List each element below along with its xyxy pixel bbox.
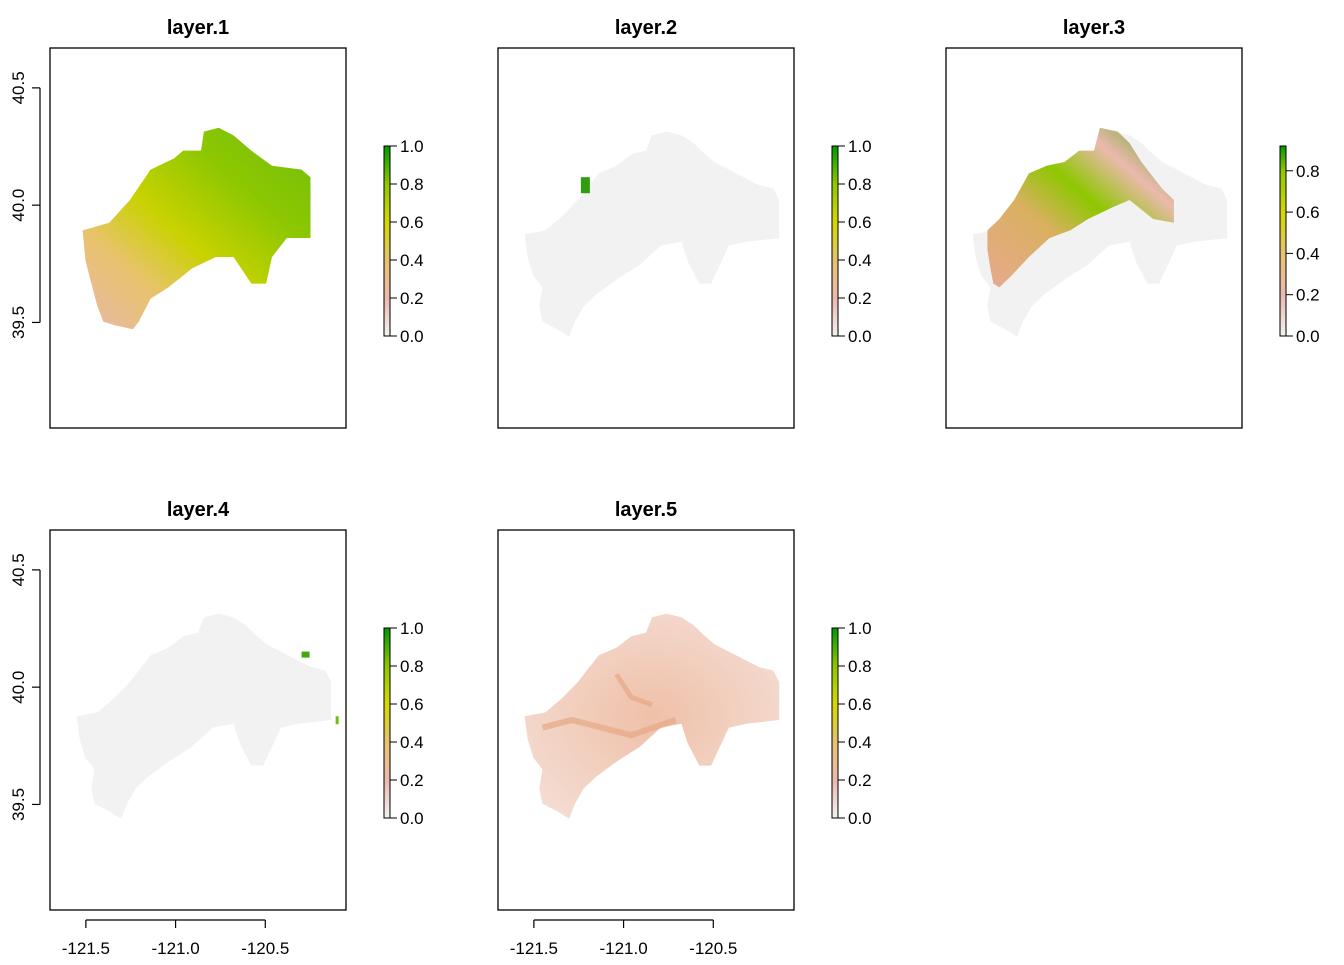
x-tick-label: -120.5 <box>689 939 737 958</box>
legend-tick-label: 0.2 <box>1296 286 1320 305</box>
color-legend: 0.0 0.2 0.4 0.6 0.8 1.0 <box>383 619 424 828</box>
panel-layer-1: layer.1 39.5 40.0 40.5 0.0 0.2 0.4 0.6 0.8 1.0 <box>9 17 424 429</box>
raster-highlight <box>335 716 339 725</box>
x-tick-label: -121.0 <box>599 939 647 958</box>
legend-tick-label: 0.8 <box>1296 162 1320 181</box>
panel-layer-3: layer.3 0.0 0.2 0.4 0.6 0.8 <box>945 17 1320 429</box>
panel-title: layer.4 <box>167 499 230 521</box>
legend-tick-label: 0.0 <box>1296 327 1320 346</box>
y-tick-label: 40.5 <box>9 71 28 104</box>
legend-tick-label: 0.8 <box>848 175 872 194</box>
panel-title: layer.2 <box>615 17 677 39</box>
y-tick-label: 40.5 <box>9 553 28 586</box>
legend-tick-label: 1.0 <box>848 619 872 638</box>
legend-tick-label: 0.4 <box>848 733 872 752</box>
color-legend: 0.0 0.2 0.4 0.6 0.8 1.0 <box>383 137 424 346</box>
plot-frame <box>497 47 795 429</box>
color-legend: 0.0 0.2 0.4 0.6 0.8 1.0 <box>831 137 872 346</box>
legend-tick-label: 0.6 <box>400 695 424 714</box>
legend-tick-label: 0.8 <box>400 175 424 194</box>
legend-tick-label: 0.0 <box>848 809 872 828</box>
plot-frame <box>497 529 795 911</box>
panel-title: layer.1 <box>167 17 229 39</box>
legend-tick-label: 0.2 <box>848 289 872 308</box>
raster-ridge <box>541 716 677 739</box>
legend-colorbar <box>831 627 839 819</box>
x-axis: -121.5 -121.0 -120.5 <box>510 919 737 958</box>
y-axis: 39.5 40.0 40.5 <box>9 71 41 339</box>
panel-title: layer.5 <box>615 499 677 521</box>
raster-highlight <box>301 651 310 658</box>
legend-tick-label: 0.2 <box>400 289 424 308</box>
legend-tick-label: 1.0 <box>400 619 424 638</box>
panel-layer-5: layer.5 -121.5 -121.0 -120.5 0.0 0.2 0.4 0.6 0.8… <box>497 499 872 958</box>
raster-region <box>76 613 332 819</box>
legend-colorbar <box>831 145 839 337</box>
legend-tick-label: 1.0 <box>848 137 872 156</box>
legend-tick-label: 0.8 <box>400 657 424 676</box>
x-tick-label: -121.0 <box>151 939 199 958</box>
legend-colorbar <box>1279 145 1287 337</box>
plot-frame <box>49 529 347 911</box>
raster-region <box>82 127 311 330</box>
legend-tick-label: 0.6 <box>848 213 872 232</box>
color-legend: 0.0 0.2 0.4 0.6 0.8 <box>1279 145 1320 346</box>
legend-tick-label: 0.0 <box>400 809 424 828</box>
legend-tick-label: 0.0 <box>848 327 872 346</box>
legend-colorbar <box>383 627 391 819</box>
y-tick-label: 40.0 <box>9 189 28 222</box>
x-tick-label: -121.5 <box>510 939 558 958</box>
panel-title: layer.3 <box>1063 17 1125 39</box>
x-axis: -121.5 -121.0 -120.5 <box>62 919 289 958</box>
legend-tick-label: 0.6 <box>848 695 872 714</box>
legend-tick-label: 0.4 <box>400 733 424 752</box>
legend-tick-label: 0.6 <box>400 213 424 232</box>
legend-tick-label: 0.6 <box>1296 203 1320 222</box>
legend-tick-label: 0.2 <box>848 771 872 790</box>
legend-tick-label: 0.4 <box>1296 244 1320 263</box>
legend-colorbar <box>383 145 391 337</box>
legend-tick-label: 0.4 <box>848 251 872 270</box>
panel-layer-4: layer.4 39.5 40.0 40.5 -121.5 -121.0 -120.5 0.0… <box>9 499 424 958</box>
legend-tick-label: 0.2 <box>400 771 424 790</box>
y-axis: 39.5 40.0 40.5 <box>9 553 41 821</box>
color-legend: 0.0 0.2 0.4 0.6 0.8 1.0 <box>831 619 872 828</box>
y-tick-label: 39.5 <box>9 788 28 821</box>
x-tick-label: -121.5 <box>62 939 110 958</box>
x-tick-label: -120.5 <box>241 939 289 958</box>
legend-tick-label: 1.0 <box>400 137 424 156</box>
raster-region <box>524 131 780 337</box>
raster-highlight <box>580 177 590 194</box>
legend-tick-label: 0.0 <box>400 327 424 346</box>
y-tick-label: 40.0 <box>9 671 28 704</box>
raster-region <box>524 613 780 819</box>
raster-ridge <box>614 673 653 708</box>
legend-tick-label: 0.8 <box>848 657 872 676</box>
plot-frame <box>945 47 1243 429</box>
plot-frame <box>49 47 347 429</box>
raster-region <box>987 127 1174 288</box>
y-tick-label: 39.5 <box>9 306 28 339</box>
raster-region-background <box>972 131 1228 337</box>
panel-layer-2: layer.2 0.0 0.2 0.4 0.6 0.8 1.0 <box>497 17 872 429</box>
legend-tick-label: 0.4 <box>400 251 424 270</box>
